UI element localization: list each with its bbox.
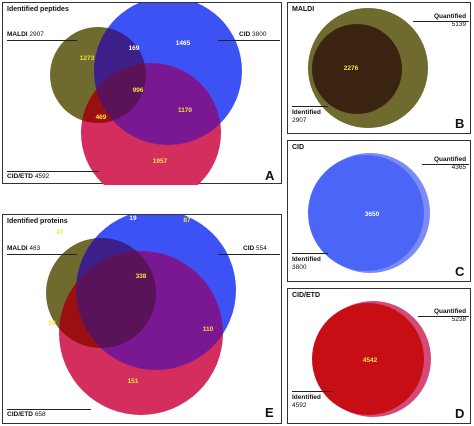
panel-e-title: Identified proteins: [7, 218, 68, 225]
identified-leader-line: [292, 253, 328, 254]
cid-set-label: CID 3800: [239, 31, 266, 39]
cidetd-set-label: CID/ETD 4592: [7, 173, 49, 181]
cidetd-name: CID/ETD: [7, 173, 33, 180]
identified-set-label: Identified 4592: [292, 394, 321, 410]
identified-name: Identified: [292, 109, 321, 116]
region-maldi-only: 47: [56, 229, 64, 236]
maldi-count: 463: [29, 245, 41, 252]
region-cidetd-only: 1957: [152, 158, 168, 165]
region-maldi-cid: 169: [128, 45, 140, 52]
identified-count: 2907: [292, 117, 307, 124]
panel-c-title: CID: [292, 144, 305, 151]
quantified-set-label: Quantified 5139: [434, 13, 466, 29]
panel-a-title: Identified peptides: [7, 6, 69, 13]
panel-b-title: MALDI: [292, 6, 315, 13]
panel-e-letter: E: [265, 405, 274, 420]
region-cid-cidetd: 1170: [177, 107, 193, 114]
identified-count: 3800: [292, 264, 307, 271]
region-maldi-only: 1273: [79, 55, 95, 62]
panel-d-venn: [312, 301, 431, 417]
cidetd-count: 4592: [34, 173, 50, 180]
cid-set-label: CID 554: [243, 245, 267, 253]
overlap-value: 2276: [343, 65, 359, 72]
quantified-count: 5238: [451, 316, 467, 323]
region-cid-only: 1465: [175, 40, 191, 47]
identified-name: Identified: [292, 256, 321, 263]
quantified-name: Quantified: [434, 308, 467, 315]
region-maldi-cidetd: 469: [95, 114, 107, 121]
panel-e-identified-proteins: Identified proteins MALDI 463 CID 554 CI…: [2, 214, 282, 424]
region-cid-only: 87: [183, 217, 191, 224]
region-cidetd-only: 151: [127, 378, 139, 385]
identified-count: 4592: [292, 402, 307, 409]
cid-name: CID: [239, 31, 251, 38]
cid-leader-line: [218, 254, 280, 255]
overlap-value: 4542: [362, 357, 378, 364]
panel-e-venn: [46, 215, 236, 415]
quantified-leader-line: [422, 164, 469, 165]
identified-circle: [308, 155, 424, 271]
identified-set-label: Identified 2907: [292, 109, 321, 125]
panel-d-title: CID/ETD: [292, 292, 320, 299]
panel-a-letter: A: [265, 168, 275, 183]
panel-d-letter: D: [455, 406, 465, 421]
cidetd-count: 658: [34, 411, 46, 418]
panel-c-cid: CID Quantified 4365 Identified 3800 3650 C: [287, 140, 471, 282]
cid-count: 3800: [252, 31, 267, 38]
panel-a-venn: [50, 3, 242, 185]
quantified-count: 4365: [451, 164, 467, 171]
maldi-set-label: MALDI 463: [7, 245, 40, 253]
panel-b-letter: B: [455, 116, 465, 131]
region-all-three: 338: [135, 273, 147, 280]
all-three-overlap: [94, 63, 146, 123]
cid-count: 554: [256, 245, 267, 252]
quantified-set-label: Quantified 4365: [434, 156, 466, 172]
panel-a-identified-peptides: Identified peptides MALDI 2907 CID 3800 …: [2, 2, 282, 185]
maldi-leader-line: [7, 254, 77, 255]
cidetd-leader-line: [7, 171, 99, 172]
identified-circle: [312, 303, 424, 415]
identified-leader-line: [292, 106, 328, 107]
cidetd-leader-line: [7, 409, 91, 410]
maldi-name: MALDI: [7, 31, 28, 38]
quantified-set-label: Quantified 5238: [434, 308, 466, 324]
panel-c-venn: [308, 153, 430, 273]
cid-name: CID: [243, 245, 255, 252]
quantified-leader-line: [418, 316, 469, 317]
cidetd-set-label: CID/ETD 658: [7, 411, 46, 419]
maldi-count: 2907: [29, 31, 44, 38]
identified-leader-line: [292, 391, 332, 392]
identified-name: Identified: [292, 394, 321, 401]
region-maldi-cidetd: 59: [48, 320, 56, 327]
region-maldi-cid: 19: [129, 215, 137, 222]
quantified-name: Quantified: [434, 156, 467, 163]
quantified-leader-line: [413, 21, 469, 22]
overlap-value: 3650: [364, 211, 380, 218]
region-all-three: 996: [132, 87, 144, 94]
overlap-circle: [312, 24, 402, 114]
cid-leader-line: [218, 40, 280, 41]
maldi-set-label: MALDI 2907: [7, 31, 44, 39]
panel-d-cidetd: CID/ETD Quantified 5238 Identified 4592 45…: [287, 288, 471, 424]
maldi-leader-line: [7, 40, 77, 41]
cidetd-name: CID/ETD: [7, 411, 33, 418]
panel-b-venn: [308, 8, 428, 128]
identified-set-label: Identified 3800: [292, 256, 321, 272]
region-cid-cidetd: 110: [202, 326, 214, 333]
quantified-count: 5139: [451, 21, 467, 28]
panel-c-letter: C: [455, 264, 465, 279]
quantified-name: Quantified: [434, 13, 467, 20]
panel-b-maldi: MALDI Quantified 5139 Identified 2907 2276…: [287, 2, 471, 134]
maldi-name: MALDI: [7, 245, 28, 252]
